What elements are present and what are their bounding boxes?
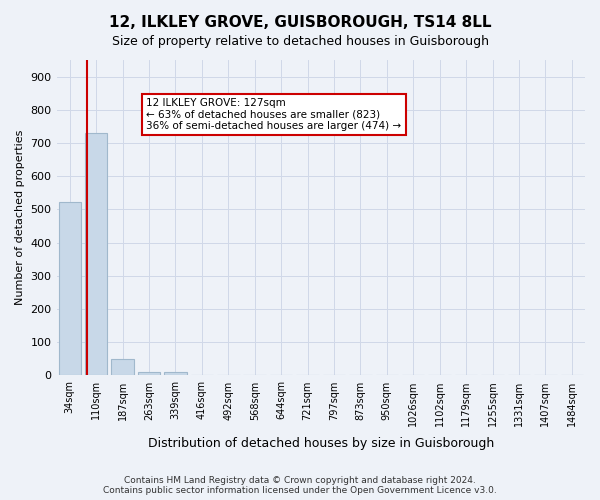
- Bar: [164, 372, 187, 376]
- Text: 12, ILKLEY GROVE, GUISBOROUGH, TS14 8LL: 12, ILKLEY GROVE, GUISBOROUGH, TS14 8LL: [109, 15, 491, 30]
- Bar: [112, 359, 134, 376]
- Text: Contains HM Land Registry data © Crown copyright and database right 2024.
Contai: Contains HM Land Registry data © Crown c…: [103, 476, 497, 495]
- X-axis label: Distribution of detached houses by size in Guisborough: Distribution of detached houses by size …: [148, 437, 494, 450]
- Y-axis label: Number of detached properties: Number of detached properties: [15, 130, 25, 306]
- Bar: [85, 133, 107, 376]
- Text: Size of property relative to detached houses in Guisborough: Size of property relative to detached ho…: [112, 35, 488, 48]
- Text: 12 ILKLEY GROVE: 127sqm
← 63% of detached houses are smaller (823)
36% of semi-d: 12 ILKLEY GROVE: 127sqm ← 63% of detache…: [146, 98, 401, 131]
- Bar: [138, 372, 160, 376]
- Bar: [59, 202, 81, 376]
